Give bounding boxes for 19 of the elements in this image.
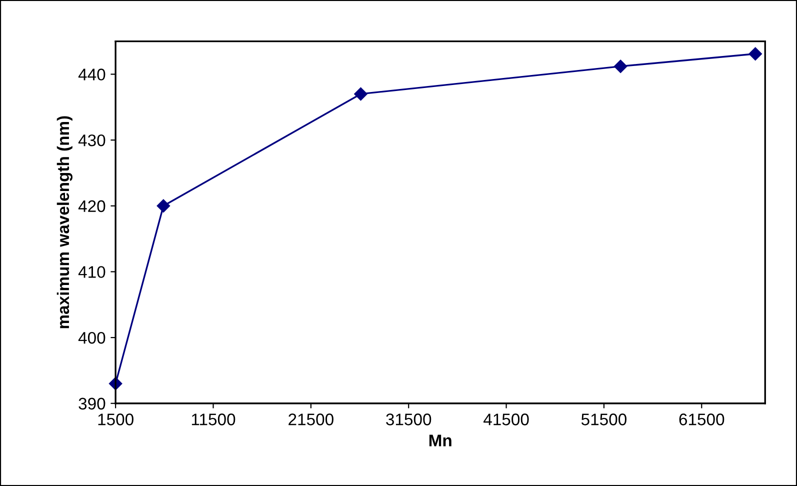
y-tick-label: 420	[78, 200, 106, 212]
y-axis-title: maximum wavelength (nm)	[56, 116, 72, 328]
y-tick-label: 390	[78, 398, 106, 410]
point	[354, 87, 368, 101]
x-tick-label: 31500	[386, 414, 432, 426]
x-tick-label: 1500	[98, 414, 134, 426]
point	[748, 47, 762, 60]
x-tick-label: 21500	[288, 414, 334, 426]
y-tick-label: 410	[78, 266, 106, 278]
x-tick-label: 61500	[679, 414, 724, 426]
point	[156, 199, 170, 212]
x-tick-label: 51500	[581, 414, 626, 426]
point	[614, 60, 628, 73]
x-axis-title: Mn	[429, 434, 452, 446]
y-tick-label: 440	[78, 68, 106, 80]
y-tick-label: 430	[78, 134, 106, 146]
x-tick-label: 41500	[483, 414, 529, 426]
x-tick-label: 11500	[192, 414, 236, 426]
y-tick-label: 400	[78, 332, 106, 344]
